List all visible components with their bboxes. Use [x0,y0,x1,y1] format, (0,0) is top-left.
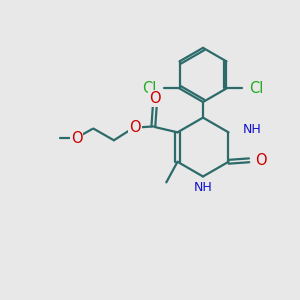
Text: NH: NH [194,181,212,194]
Text: Cl: Cl [249,81,263,96]
Text: Cl: Cl [142,81,157,96]
Text: O: O [71,131,82,146]
Text: O: O [150,91,161,106]
Text: NH: NH [243,123,262,136]
Text: O: O [129,120,141,135]
Text: O: O [256,153,267,168]
